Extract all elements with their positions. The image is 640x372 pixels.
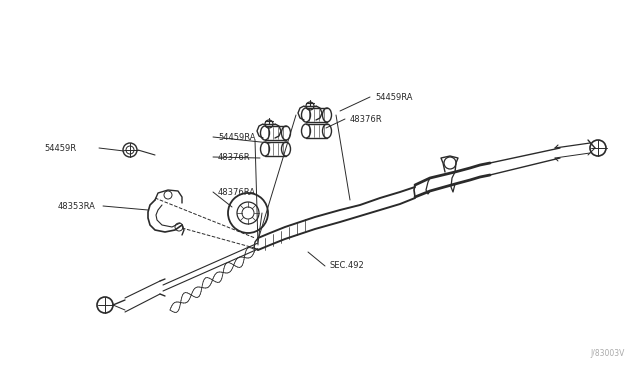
Text: SEC.492: SEC.492 <box>330 262 365 270</box>
Text: 54459RA: 54459RA <box>218 132 255 141</box>
Text: 48353RA: 48353RA <box>58 202 96 211</box>
Text: J/83003V: J/83003V <box>591 349 625 358</box>
Ellipse shape <box>323 124 332 138</box>
Text: 54459R: 54459R <box>44 144 76 153</box>
Text: 54459RA: 54459RA <box>375 93 413 102</box>
Ellipse shape <box>282 126 291 140</box>
Text: 48376RA: 48376RA <box>218 187 256 196</box>
Ellipse shape <box>323 108 332 122</box>
Text: 48376R: 48376R <box>350 115 383 124</box>
Ellipse shape <box>282 142 291 156</box>
Text: 48376R: 48376R <box>218 153 251 161</box>
